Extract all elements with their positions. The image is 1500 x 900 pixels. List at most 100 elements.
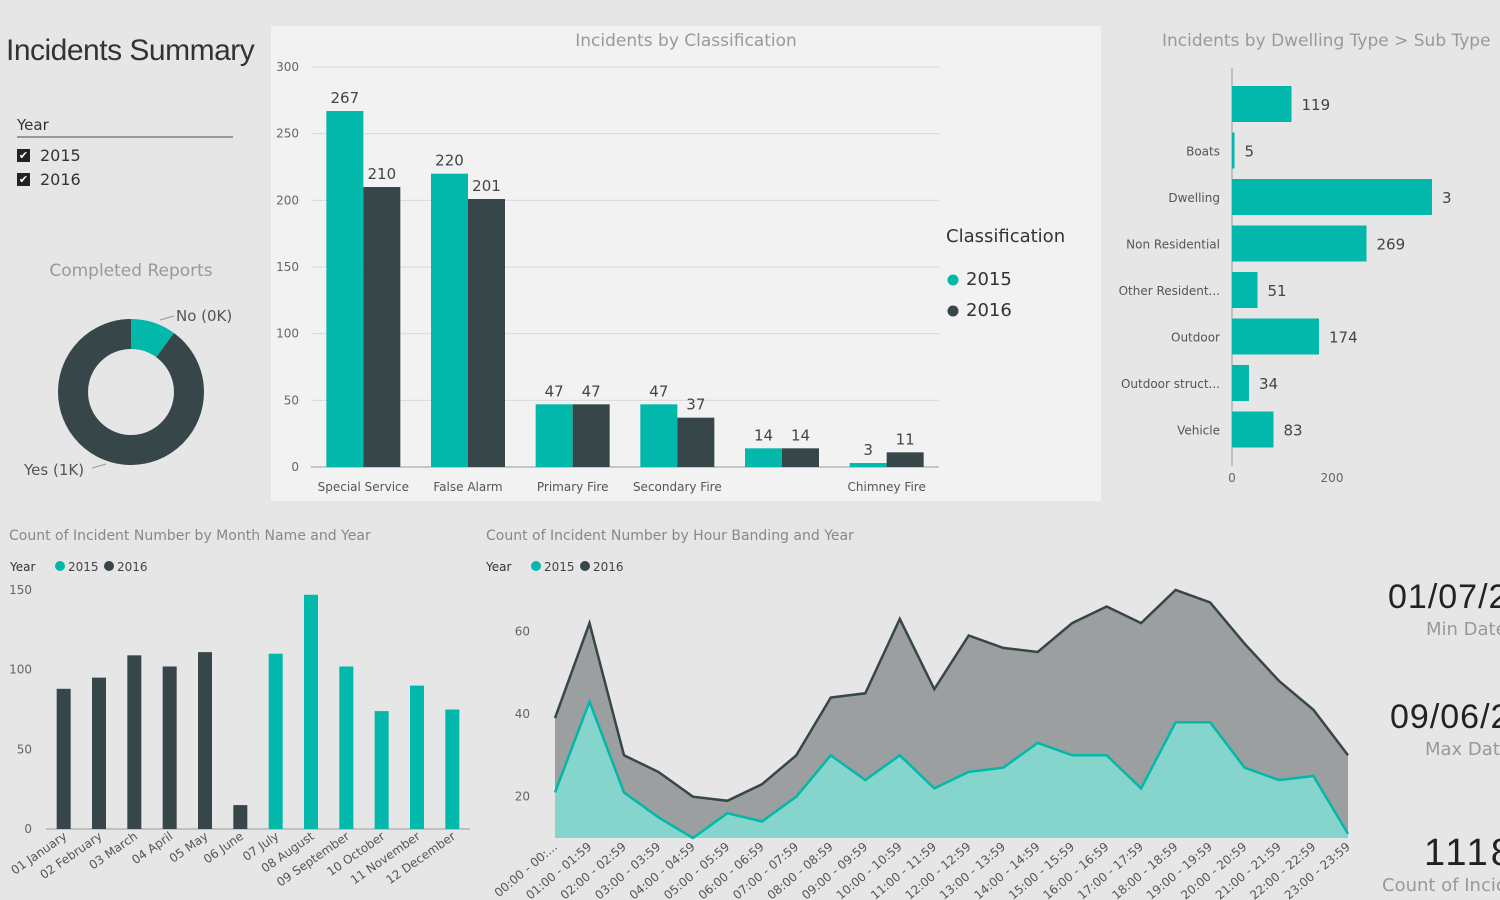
bar-2016	[92, 677, 106, 829]
y-tick-label: 0	[24, 822, 32, 836]
data-label: 51	[1268, 282, 1287, 300]
data-label: 210	[368, 165, 397, 183]
hour-area-chart[interactable]: Count of Incident Number by Hour Banding…	[480, 520, 1370, 900]
y-tick-label: 20	[515, 790, 530, 804]
bar	[1232, 318, 1319, 355]
min-date-card: 01/07/20 Min Date	[1388, 578, 1500, 640]
slicer-option-label: 2015	[40, 146, 81, 165]
checkbox-checked-icon[interactable]: ✔	[17, 173, 30, 186]
bar-2016	[363, 187, 401, 467]
y-tick-label: Non Residential	[1126, 238, 1220, 252]
y-tick-label: Outdoor	[1171, 331, 1220, 345]
bar	[1232, 272, 1258, 308]
data-label: 47	[582, 382, 601, 400]
slice-label: No (0K)	[176, 307, 232, 325]
data-label: 119	[1302, 96, 1331, 114]
y-tick-label: Dwelling	[1168, 191, 1220, 205]
chart-title: Incidents by Dwelling Type > Sub Type	[1162, 31, 1491, 51]
bar-2015	[445, 709, 460, 829]
completed-reports-donut[interactable]: Completed Reports No (0K) Yes (1K)	[0, 250, 265, 490]
legend-dot	[947, 305, 959, 317]
data-label: 220	[435, 152, 464, 170]
legend-label: 2016	[593, 560, 624, 574]
month-bar-chart[interactable]: Count of Incident Number by Month Name a…	[0, 520, 475, 900]
classification-bar-chart[interactable]: Incidents by Classification 0 50 100 150 200 2…	[271, 26, 1101, 501]
bar-2016	[572, 404, 610, 467]
bar-2015	[374, 711, 389, 829]
data-label: 5	[1245, 143, 1255, 161]
data-label: 47	[649, 382, 668, 400]
x-tick-label: 06 June	[201, 829, 246, 866]
x-tick-label: 04 April	[129, 829, 175, 867]
year-slicer[interactable]: Year ✔ 2015 ✔ 2016	[17, 116, 233, 189]
legend-label: 2016	[966, 300, 1012, 321]
chart-title: Count of Incident Number by Month Name a…	[9, 528, 371, 544]
card-label: Min Date	[1426, 619, 1500, 640]
y-tick-label: Other Resident...	[1119, 284, 1220, 298]
legend-label: 2016	[117, 560, 148, 574]
leader-line	[91, 463, 107, 469]
bar-2016	[233, 805, 248, 829]
bar	[1232, 132, 1235, 169]
legend-label: 2015	[966, 269, 1012, 290]
y-tick-label: Vehicle	[1177, 424, 1220, 438]
legend-title: Classification	[946, 226, 1065, 247]
card-value: 09/06/20	[1390, 698, 1500, 736]
card-label: Count of Incic	[1382, 875, 1500, 896]
y-tick-label: 150	[276, 260, 299, 274]
slicer-option-2015[interactable]: ✔ 2015	[17, 146, 233, 165]
y-tick-label: 50	[17, 742, 32, 756]
legend-dot	[531, 561, 541, 571]
bar-2015	[535, 404, 573, 467]
slicer-option-2016[interactable]: ✔ 2016	[17, 170, 233, 189]
legend-dot	[947, 274, 959, 286]
area-2015	[555, 701, 1348, 838]
y-tick-label: 50	[284, 393, 299, 407]
data-label: 269	[1377, 236, 1406, 254]
donut-slice	[58, 319, 204, 465]
data-label: 34	[1259, 375, 1278, 393]
bar	[1232, 411, 1274, 448]
x-tick-label: Secondary Fire	[633, 480, 722, 494]
bar-2015	[304, 594, 318, 829]
bar	[1232, 365, 1249, 401]
bar-2016	[198, 652, 212, 829]
bar-2016	[677, 417, 715, 467]
data-label: 37	[686, 396, 705, 414]
bar	[1232, 179, 1432, 215]
y-tick-label: 0	[291, 460, 299, 474]
bar-2016	[127, 655, 142, 829]
legend-title: Year	[9, 560, 35, 574]
legend-title: Year	[485, 560, 511, 574]
data-label: 267	[331, 89, 360, 107]
y-tick-label: Outdoor struct...	[1121, 377, 1220, 391]
card-value: 01/07/20	[1388, 578, 1500, 616]
leader-line	[159, 315, 175, 321]
legend-label: 2015	[544, 560, 575, 574]
legend-dot	[104, 561, 114, 571]
slicer-title: Year	[17, 116, 233, 138]
page-title: Incidents Summary	[6, 34, 255, 67]
y-tick-label: 100	[9, 663, 32, 677]
checkbox-checked-icon[interactable]: ✔	[17, 149, 30, 162]
x-tick-label: 0	[1228, 471, 1236, 485]
line-2016	[553, 588, 1349, 803]
dwelling-bar-chart[interactable]: Incidents by Dwelling Type > Sub Type 119…	[1110, 26, 1500, 496]
slice-label: Yes (1K)	[23, 461, 84, 479]
bar-2016	[782, 448, 819, 467]
bar-2016	[56, 688, 71, 829]
bar	[1232, 86, 1292, 122]
data-label: 83	[1284, 422, 1303, 440]
data-label: 47	[545, 382, 564, 400]
slicer-option-label: 2016	[40, 170, 81, 189]
bar	[1232, 225, 1367, 262]
data-label: 3	[863, 441, 873, 459]
x-tick-label: 200	[1321, 471, 1344, 485]
data-label: 14	[754, 426, 773, 444]
data-label: 11	[896, 430, 915, 448]
chart-title: Count of Incident Number by Hour Banding…	[486, 528, 854, 544]
bar-2015	[431, 173, 468, 467]
y-tick-label: 40	[515, 707, 530, 721]
card-label: Max Date	[1425, 739, 1500, 760]
line-2015	[553, 698, 1350, 840]
